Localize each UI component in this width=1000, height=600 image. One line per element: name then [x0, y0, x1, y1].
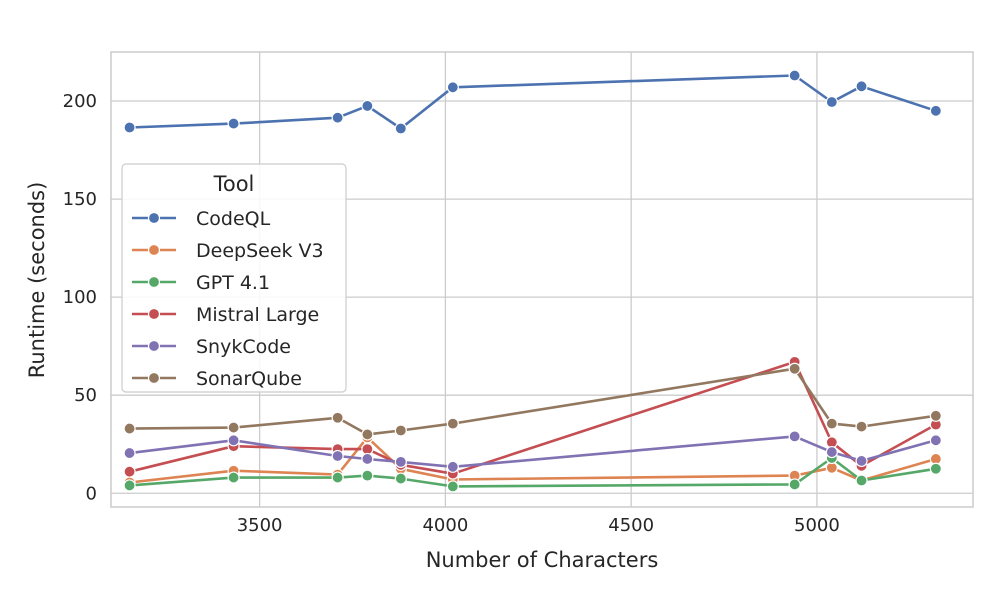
data-point — [394, 424, 407, 437]
y-tick-label: 0 — [86, 483, 97, 504]
data-point — [855, 474, 868, 487]
data-point — [227, 117, 240, 130]
data-point — [331, 471, 344, 484]
data-point — [227, 434, 240, 447]
data-point — [361, 428, 374, 441]
data-point — [929, 409, 942, 422]
legend-marker — [147, 211, 161, 225]
legend-box — [121, 163, 347, 393]
legend-items: CodeQL DeepSeek V3 GPT 4.1 Mistral Large Sny… — [132, 208, 324, 390]
data-point — [788, 362, 801, 375]
data-point — [123, 446, 136, 460]
data-point — [446, 480, 459, 493]
plot-frame — [110, 51, 974, 508]
data-point — [123, 479, 136, 492]
series-sonarqube — [123, 362, 942, 441]
legend-label: GPT 4.1 — [196, 272, 270, 294]
series-snykcode — [123, 430, 942, 473]
series-line — [128, 436, 938, 484]
series-line — [128, 435, 938, 469]
data-point — [331, 111, 344, 124]
data-point — [227, 471, 240, 484]
legend-item: SonarQube — [132, 368, 302, 390]
data-point — [446, 460, 459, 473]
legend-label: DeepSeek V3 — [196, 240, 324, 262]
legend-label: SnykCode — [196, 336, 291, 358]
y-tick-labels: 0 50 100 150 200 — [63, 91, 97, 504]
data-point — [394, 472, 407, 485]
series-line — [128, 367, 938, 436]
x-axis-title: Number of Characters — [426, 548, 659, 572]
data-point — [361, 469, 374, 482]
data-point — [123, 121, 136, 134]
legend-label: SonarQube — [196, 368, 302, 390]
y-axis-title: Runtime (seconds) — [25, 182, 49, 379]
y-tick-label: 200 — [63, 91, 97, 112]
data-point — [855, 80, 868, 93]
legend-marker — [147, 243, 161, 257]
legend-marker — [147, 339, 161, 353]
legend-marker — [147, 371, 161, 385]
series-gpt-4-1 — [123, 451, 942, 493]
data-point — [788, 430, 801, 443]
legend-marker — [147, 275, 161, 289]
data-point — [123, 465, 136, 478]
y-tick-label: 50 — [74, 385, 97, 406]
series-line — [128, 456, 938, 488]
series-line — [128, 74, 938, 130]
data-point — [825, 95, 838, 109]
legend-label: CodeQL — [196, 208, 271, 230]
legend-item: SnykCode — [132, 336, 291, 358]
data-point — [825, 445, 838, 459]
x-tick-label: 4500 — [608, 515, 654, 536]
y-tick-label: 150 — [63, 189, 97, 210]
data-point — [929, 104, 942, 117]
x-tick-labels: 3500 4000 4500 5000 — [237, 515, 840, 536]
data-point — [123, 422, 136, 435]
legend-item: DeepSeek V3 — [132, 240, 324, 262]
series-codeql — [123, 69, 942, 135]
data-point — [446, 417, 459, 430]
series-layer — [123, 69, 942, 493]
data-point — [825, 417, 838, 430]
legend-item: GPT 4.1 — [132, 272, 270, 294]
data-point — [331, 411, 344, 424]
legend-marker — [147, 307, 161, 321]
data-point — [331, 449, 344, 463]
data-point — [855, 420, 868, 433]
x-tick-label: 4000 — [422, 515, 468, 536]
x-tick-label: 3500 — [237, 515, 283, 536]
data-point — [361, 99, 374, 113]
legend-title: Tool — [213, 172, 255, 196]
legend-item: Mistral Large — [132, 304, 319, 326]
data-point — [446, 81, 459, 94]
data-point — [227, 421, 240, 434]
data-point — [855, 454, 868, 468]
data-point — [929, 434, 942, 447]
data-point — [929, 462, 942, 475]
data-point — [788, 478, 801, 491]
data-point — [394, 455, 407, 468]
legend: Tool CodeQL DeepSeek V3 GPT 4.1 Mistral Lar… — [121, 163, 347, 393]
x-tick-label: 5000 — [794, 515, 840, 536]
legend-label: Mistral Large — [196, 304, 319, 326]
data-point — [394, 122, 407, 135]
data-point — [361, 452, 374, 466]
data-point — [788, 69, 801, 82]
y-tick-label: 100 — [63, 287, 97, 308]
legend-item: CodeQL — [132, 208, 271, 230]
